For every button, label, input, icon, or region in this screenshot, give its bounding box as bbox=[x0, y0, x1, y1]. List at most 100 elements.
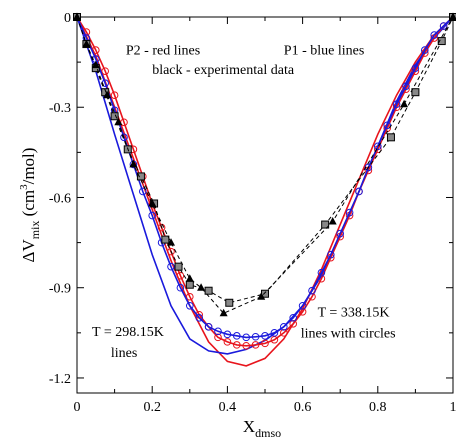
data-point bbox=[91, 60, 100, 69]
data-point bbox=[139, 187, 147, 196]
data-point bbox=[129, 159, 138, 168]
data-point bbox=[148, 198, 157, 207]
data-point bbox=[214, 327, 222, 336]
y-axis-title: ΔVmix (cm3/mol) bbox=[18, 148, 42, 263]
y-tick-label: -0.6 bbox=[49, 191, 71, 206]
y-tick-label: -0.3 bbox=[49, 101, 71, 116]
y-tick-label: -1.2 bbox=[49, 372, 71, 387]
data-point bbox=[400, 99, 409, 108]
data-point bbox=[345, 208, 354, 217]
data-point bbox=[430, 31, 439, 39]
data-point bbox=[251, 332, 260, 341]
data-point bbox=[186, 292, 194, 301]
data-point bbox=[327, 250, 335, 259]
x-axis-title: Xdmso bbox=[243, 417, 281, 439]
x-tick-label: 0.4 bbox=[219, 400, 237, 415]
data-point bbox=[82, 39, 91, 48]
data-point bbox=[317, 268, 326, 277]
data-point bbox=[298, 301, 307, 310]
data-point bbox=[110, 112, 119, 121]
data-point bbox=[214, 333, 222, 342]
x-tick-label: 0.6 bbox=[294, 400, 312, 415]
data-point bbox=[120, 133, 128, 142]
data-point bbox=[280, 323, 288, 331]
data-point bbox=[157, 223, 166, 232]
data-point bbox=[261, 332, 269, 340]
chart-annotation: lines bbox=[111, 346, 137, 361]
data-point bbox=[174, 262, 183, 271]
data-point bbox=[280, 329, 288, 337]
data-point bbox=[257, 292, 266, 300]
axis-ticks: 0 0.2 0.4 0.6 0.8 1 0 -0.3 -0.6 -0.9 -1.2 bbox=[49, 11, 456, 415]
data-point bbox=[225, 298, 234, 307]
data-point bbox=[392, 100, 401, 109]
data-point bbox=[185, 280, 194, 289]
data-point bbox=[186, 301, 194, 310]
data-point bbox=[411, 88, 420, 97]
data-point bbox=[176, 283, 185, 292]
data-point bbox=[402, 82, 410, 90]
data-point bbox=[167, 262, 175, 271]
data-point bbox=[195, 314, 203, 322]
series-line bbox=[76, 16, 454, 314]
series-line bbox=[76, 16, 454, 347]
data-point bbox=[421, 46, 429, 54]
data-point bbox=[308, 286, 316, 295]
data-point bbox=[223, 338, 232, 346]
chart-annotation: T = 298.15K bbox=[92, 325, 164, 340]
data-point bbox=[167, 247, 175, 256]
data-point bbox=[167, 238, 175, 246]
data-point bbox=[289, 320, 298, 328]
data-point bbox=[114, 117, 123, 126]
chart-annotation: lines with circles bbox=[301, 326, 396, 341]
y-tick-label: 0 bbox=[64, 11, 71, 26]
data-point bbox=[321, 220, 330, 229]
data-point bbox=[270, 329, 279, 337]
data-point bbox=[233, 341, 241, 349]
chart-annotation: P1 - blue lines bbox=[284, 44, 365, 59]
data-point bbox=[411, 64, 420, 72]
data-point bbox=[355, 187, 363, 196]
data-point bbox=[251, 341, 260, 349]
data-point bbox=[261, 339, 269, 348]
x-tick-label: 0.2 bbox=[143, 400, 161, 415]
chart-annotation: T = 338.15K bbox=[318, 305, 390, 320]
x-tick-label: 0 bbox=[74, 400, 81, 415]
data-point bbox=[374, 142, 382, 151]
data-point bbox=[223, 330, 232, 339]
series-3 bbox=[73, 13, 456, 342]
chart-annotation: P2 - red lines bbox=[126, 44, 200, 59]
data-point bbox=[219, 308, 228, 317]
chart-annotation: black - experimental data bbox=[152, 63, 295, 78]
series-5 bbox=[73, 12, 456, 317]
data-point bbox=[110, 91, 119, 100]
data-point bbox=[383, 121, 392, 130]
data-point bbox=[289, 314, 298, 322]
data-point bbox=[242, 341, 250, 350]
annotations: P2 - red lines P1 - blue lines black - exp… bbox=[92, 44, 396, 361]
x-tick-label: 1 bbox=[450, 400, 456, 415]
data-point bbox=[437, 37, 446, 46]
data-point bbox=[101, 67, 109, 75]
data-point bbox=[439, 22, 448, 30]
data-point bbox=[242, 333, 250, 342]
x-tick-label: 0.8 bbox=[369, 400, 387, 415]
data-point bbox=[449, 12, 456, 20]
data-point bbox=[336, 229, 345, 238]
data-point bbox=[161, 235, 170, 244]
data-point bbox=[103, 90, 112, 99]
data-point bbox=[148, 211, 156, 220]
data-point bbox=[233, 332, 241, 340]
data-point bbox=[204, 286, 213, 295]
data-point bbox=[386, 133, 395, 142]
data-point bbox=[197, 283, 206, 291]
series-layer bbox=[73, 12, 456, 367]
data-point bbox=[298, 307, 307, 316]
data-point bbox=[73, 12, 81, 20]
data-point bbox=[204, 323, 213, 331]
data-point bbox=[328, 217, 337, 225]
data-point bbox=[185, 274, 194, 282]
y-tick-label: -0.9 bbox=[49, 282, 71, 297]
series-line bbox=[76, 16, 454, 339]
